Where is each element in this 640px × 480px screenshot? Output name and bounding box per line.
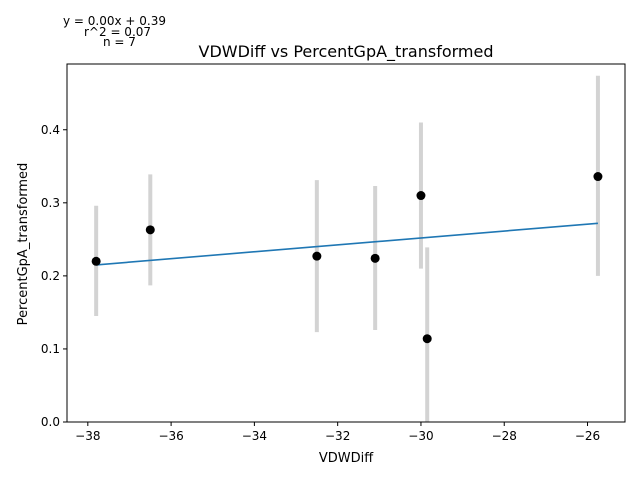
- data-point-4: [370, 253, 380, 263]
- x-tick-label: −32: [325, 429, 350, 443]
- x-axis-label: VDWDiff: [319, 451, 374, 466]
- data-point-3: [312, 251, 322, 261]
- plot-area: −38 −36 −34 −32 −30 −28 −26 0.0 0.1 0.2 0.3 0.4: [41, 63, 626, 443]
- x-tick-label: −38: [75, 429, 100, 443]
- x-tick-label: −36: [158, 429, 183, 443]
- data-point-6: [422, 334, 432, 344]
- axes-frame: [66, 63, 626, 423]
- data-point-2: [145, 225, 155, 235]
- x-tick-label: −26: [575, 429, 600, 443]
- chart-title: VDWDiff vs PercentGpA_transformed: [199, 42, 494, 62]
- data-point-5: [416, 191, 426, 201]
- sample-size-annotation: n = 7: [103, 35, 136, 49]
- r-squared-annotation: r^2 = 0.07: [84, 25, 152, 39]
- x-tick-label: −34: [242, 429, 267, 443]
- data-point-1: [91, 256, 101, 266]
- regression-line: [96, 222, 598, 266]
- y-tick-label: 0.3: [41, 196, 60, 210]
- y-axis-label: PercentGpA_transformed: [16, 163, 31, 326]
- y-tick-label: 0.2: [41, 269, 60, 283]
- fit-equation-annotation: y = 0.00x + 0.39: [63, 14, 167, 28]
- x-tick-label: −30: [408, 429, 433, 443]
- y-tick-label: 0.4: [41, 123, 60, 137]
- y-tick-label: 0.0: [41, 415, 60, 429]
- data-point-7: [593, 172, 603, 182]
- x-tick-label: −28: [492, 429, 517, 443]
- y-tick-label: 0.1: [41, 342, 60, 356]
